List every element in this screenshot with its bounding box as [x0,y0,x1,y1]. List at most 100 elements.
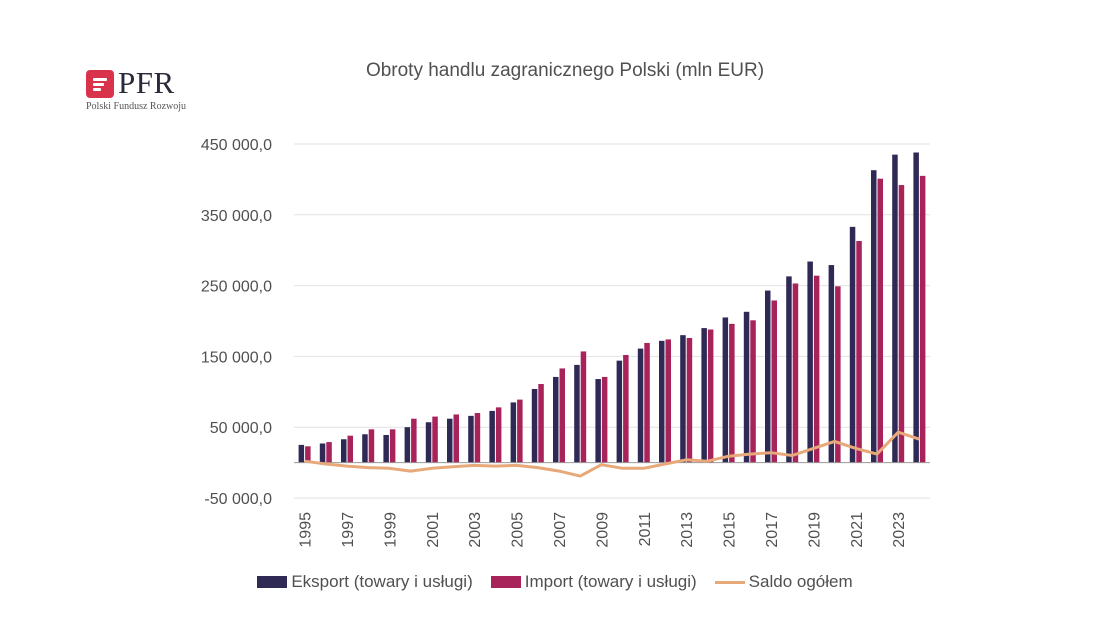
x-tick-label: 2007 [552,512,569,548]
y-tick-label: 450 000,0 [201,137,272,154]
x-tick-label: 1995 [298,512,315,548]
bar-eksport [701,328,707,463]
saldo-line [304,430,920,478]
bar-eksport [871,170,877,463]
y-axis-ticks: -50 000,0 50 000,0 150 000,0 250 000,0 350 0… [201,137,272,508]
bar-import [368,429,375,463]
x-tick-label: 1999 [382,512,399,548]
x-tick-label: 2001 [425,512,442,548]
x-tick-label: 2023 [891,512,908,548]
y-tick-label: 250 000,0 [201,279,272,296]
legend-item-saldo: Saldo ogółem [714,572,853,592]
x-tick-label: 2019 [806,512,823,548]
bar-import [686,337,693,463]
legend: Eksport (towary i usługi) Import (towary… [0,572,1110,592]
brand-subtitle: Polski Fundusz Rozwoju [86,101,187,112]
bar-import [432,416,438,463]
bar-eksport [298,444,305,463]
gridlines [294,143,930,499]
bar-eksport [425,422,432,463]
bar-import [326,442,332,463]
bar-import [707,329,714,463]
bar-eksport [786,276,792,463]
y-tick-label: -50 000,0 [204,491,272,508]
legend-item-import: Import (towary i usługi) [490,572,697,592]
bar-eksport [510,402,517,463]
y-tick-label: 50 000,0 [210,420,272,437]
x-tick-label: 2013 [679,512,696,548]
x-tick-label: 2021 [849,512,866,548]
bar-eksport [659,340,665,463]
legend-label-import: Import (towary i usługi) [524,572,697,591]
y-tick-label: 350 000,0 [201,208,272,225]
bar-import [813,275,820,463]
x-tick-label: 2009 [594,512,611,548]
saldo-series-line [304,430,920,478]
bar-import [792,283,799,463]
legend-swatch-eksport [257,576,288,588]
legend-label-saldo: Saldo ogółem [748,572,853,591]
bar-eksport [616,360,623,463]
bar-eksport [468,415,474,463]
legend-label-eksport: Eksport (towary i usługi) [291,572,473,591]
bar-eksport [574,364,580,463]
pfr-logo: PFR Polski Fundusz Rozwoju [86,66,226,116]
bar-eksport [722,317,729,463]
bar-import [580,351,587,463]
bar-eksport [637,348,644,463]
x-tick-label: 2011 [637,512,654,547]
bar-import [856,240,862,463]
bar-import [411,418,417,463]
pfr-logo-icon [86,70,114,98]
x-tick-label: 1997 [340,512,357,548]
bars [298,152,926,463]
bar-import [601,376,608,463]
brand-name: PFR [118,65,175,100]
x-tick-label: 2017 [764,512,781,548]
bar-import [347,435,353,463]
y-tick-label: 150 000,0 [201,349,272,366]
bar-eksport [531,388,538,463]
bar-eksport [595,379,601,463]
bar-import [453,414,459,463]
bar-eksport [765,290,771,463]
bar-import [517,399,523,463]
chart: -50 000,0 50 000,0 150 000,0 250 000,0 350 0… [201,137,930,548]
chart-title: Obroty handlu zagranicznego Polski (mln … [365,60,765,81]
bar-import [665,339,671,463]
bar-import [729,323,735,463]
bar-import [305,446,311,463]
x-tick-label: 2005 [510,512,527,548]
legend-item-eksport: Eksport (towary i usługi) [257,572,473,592]
x-tick-label: 2015 [722,512,739,548]
bar-eksport [404,427,411,463]
bar-eksport [383,434,389,463]
bar-import [495,407,502,463]
bar-import [919,175,926,463]
bar-import [835,286,841,463]
bar-import [474,413,481,463]
bar-eksport [849,226,856,463]
x-axis-ticks: 1995 1997 1999 2001 2003 2005 2007 2009 2011 2013… [298,512,909,548]
bar-import [898,185,905,463]
bar-eksport [828,265,835,463]
bar-eksport [341,439,347,463]
bar-eksport [319,443,326,463]
bar-import [771,300,777,463]
bar-eksport [447,418,453,463]
bar-import [623,354,629,463]
bar-eksport [743,311,750,463]
bar-eksport [362,434,368,463]
x-tick-label: 2003 [467,512,484,548]
bar-eksport [892,154,898,463]
bar-eksport [553,376,559,463]
bar-eksport [680,335,686,463]
bar-import [389,429,396,463]
bar-import [559,368,565,463]
bar-eksport [913,152,919,463]
bar-import [750,320,756,463]
bar-import [877,178,883,463]
legend-swatch-import [490,576,521,588]
bar-import [644,342,650,463]
bar-import [538,384,544,463]
